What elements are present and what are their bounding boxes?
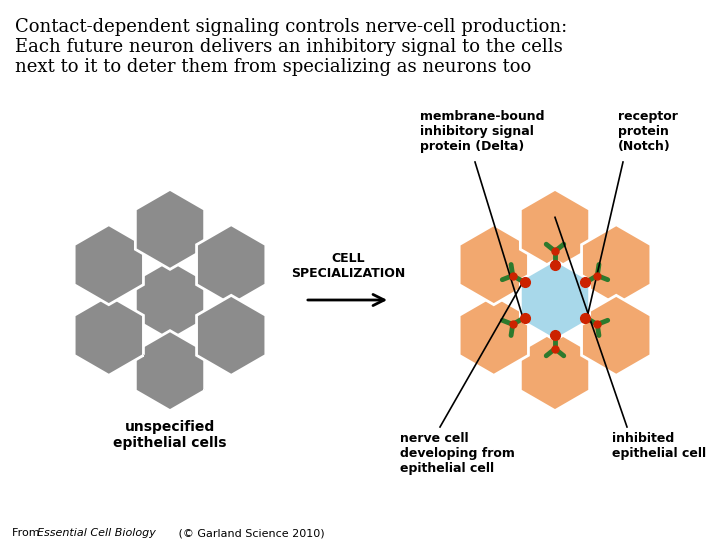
Polygon shape [521, 190, 590, 269]
Polygon shape [135, 190, 204, 269]
Text: Each future neuron delivers an inhibitory signal to the cells: Each future neuron delivers an inhibitor… [15, 38, 563, 56]
Polygon shape [74, 225, 143, 305]
Text: inhibited
epithelial cell: inhibited epithelial cell [612, 432, 706, 460]
Polygon shape [197, 295, 266, 375]
Text: Essential Cell Biology: Essential Cell Biology [37, 528, 156, 538]
Text: next to it to deter them from specializing as neurons too: next to it to deter them from specializi… [15, 58, 531, 76]
Text: receptor
protein
(Notch): receptor protein (Notch) [618, 110, 678, 153]
Polygon shape [135, 330, 204, 410]
Polygon shape [135, 260, 204, 340]
Text: CELL
SPECIALIZATION: CELL SPECIALIZATION [291, 252, 405, 280]
Polygon shape [197, 225, 266, 305]
Polygon shape [459, 225, 528, 305]
Text: Contact-dependent signaling controls nerve-cell production:: Contact-dependent signaling controls ner… [15, 18, 567, 36]
Polygon shape [74, 295, 143, 375]
Text: (© Garland Science 2010): (© Garland Science 2010) [175, 528, 325, 538]
Text: nerve cell
developing from
epithelial cell: nerve cell developing from epithelial ce… [400, 432, 515, 475]
Polygon shape [582, 295, 651, 375]
Polygon shape [459, 295, 528, 375]
Polygon shape [521, 330, 590, 410]
Text: From: From [12, 528, 47, 538]
Polygon shape [582, 225, 651, 305]
Text: unspecified
epithelial cells: unspecified epithelial cells [113, 420, 227, 450]
Polygon shape [521, 260, 590, 340]
Text: membrane-bound
inhibitory signal
protein (Delta): membrane-bound inhibitory signal protein… [420, 110, 544, 153]
